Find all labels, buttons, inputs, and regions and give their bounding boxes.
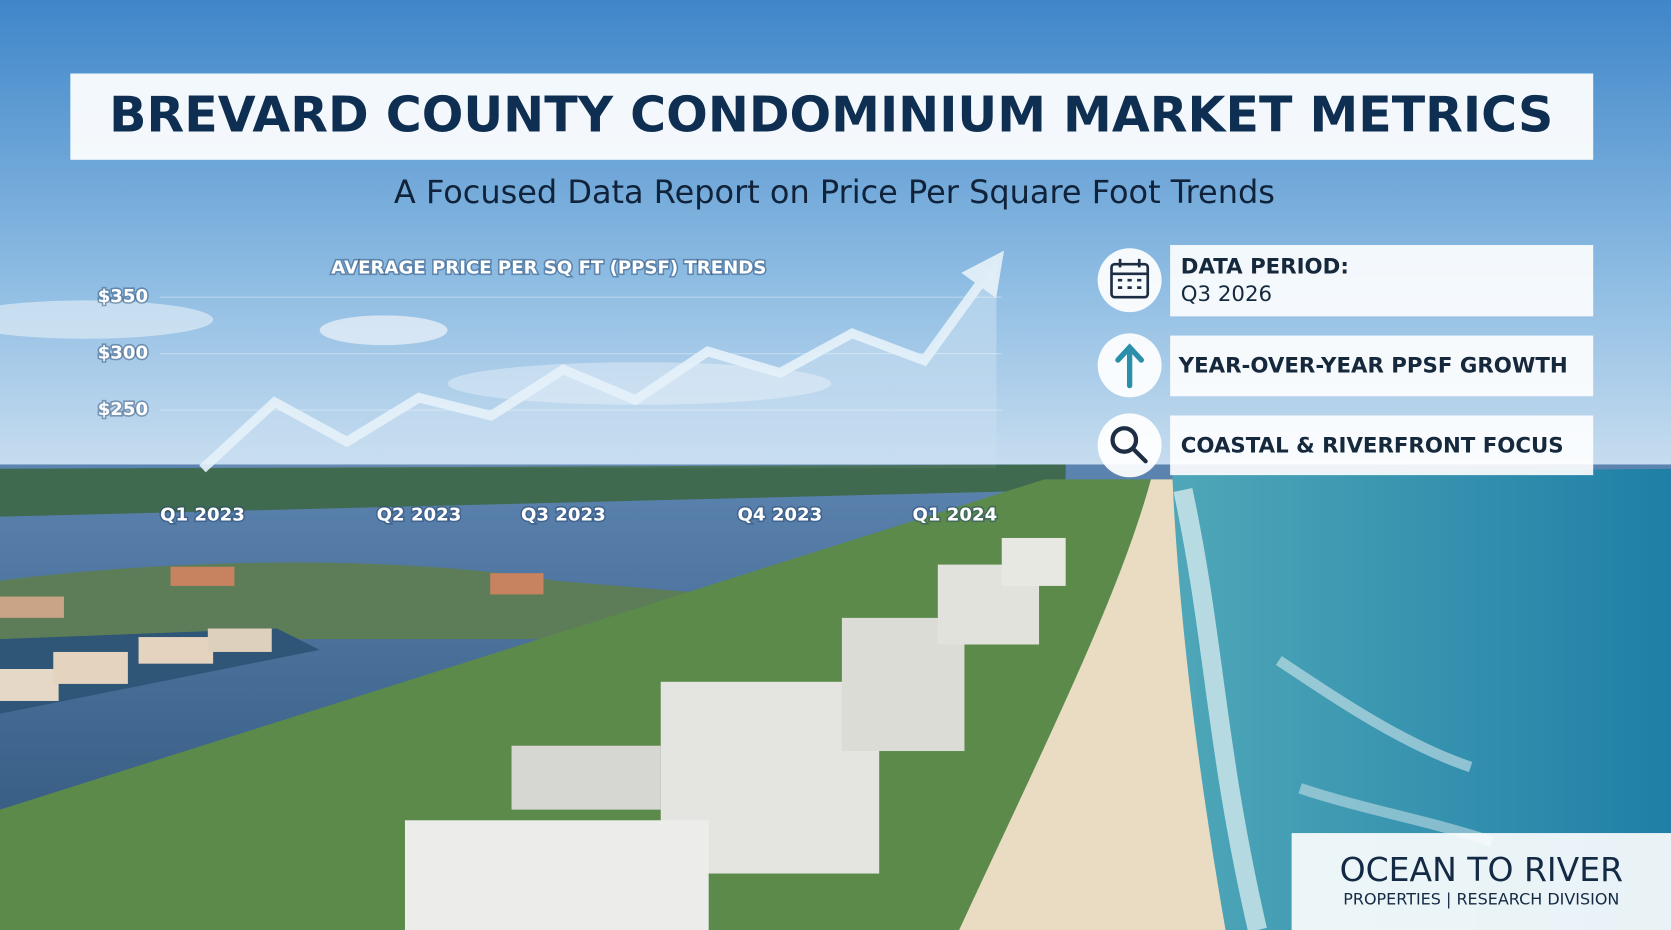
panel-box [1170,335,1594,397]
panel-box [1170,415,1594,476]
brand-tagline: PROPERTIES | RESEARCH DIVISION [1343,890,1619,909]
panel-detail: Q3 2026 [1181,282,1272,307]
x-tick-label: Q1 2024 [912,505,997,526]
panel-label: DATA PERIOD: [1181,254,1349,279]
area [202,261,997,469]
x-tick-label: Q3 2023 [521,505,606,526]
search-icon [1110,426,1148,464]
y-tick-label: $300 [98,343,148,364]
brand-name: OCEAN TO RIVER [1340,850,1623,889]
x-tick-label: Q1 2023 [160,505,245,526]
info-panel: DATA PERIOD: Q3 2026 YEAR-OVER-YEAR PPSF… [1097,245,1594,478]
panel-label: YEAR-OVER-YEAR PPSF GROWTH [1178,353,1568,378]
growth-icon [1115,343,1145,389]
y-tick-label: $350 [98,286,148,307]
chart: AVERAGE PRICE PER SQ FT (PPSF) TRENDS $2… [96,250,1005,527]
x-tick-label: Q4 2023 [738,505,823,526]
search-icon-bg [1097,413,1162,478]
subtitle: A Focused Data Report on Price Per Squar… [394,173,1275,211]
panel-label: COASTAL & RIVERFRONT FOCUS [1181,433,1564,458]
chart-title: AVERAGE PRICE PER SQ FT (PPSF) TRENDS [331,257,766,278]
trend-line [199,250,1005,473]
y-tick-label: $250 [98,399,148,420]
title: BREVARD COUNTY CONDOMINIUM MARKET METRIC… [109,87,1553,144]
calendar-icon [1110,258,1150,299]
x-tick-label: Q2 2023 [377,505,462,526]
title-box [70,73,1594,160]
brand-box [1291,833,1671,930]
panel-box [1170,245,1594,317]
